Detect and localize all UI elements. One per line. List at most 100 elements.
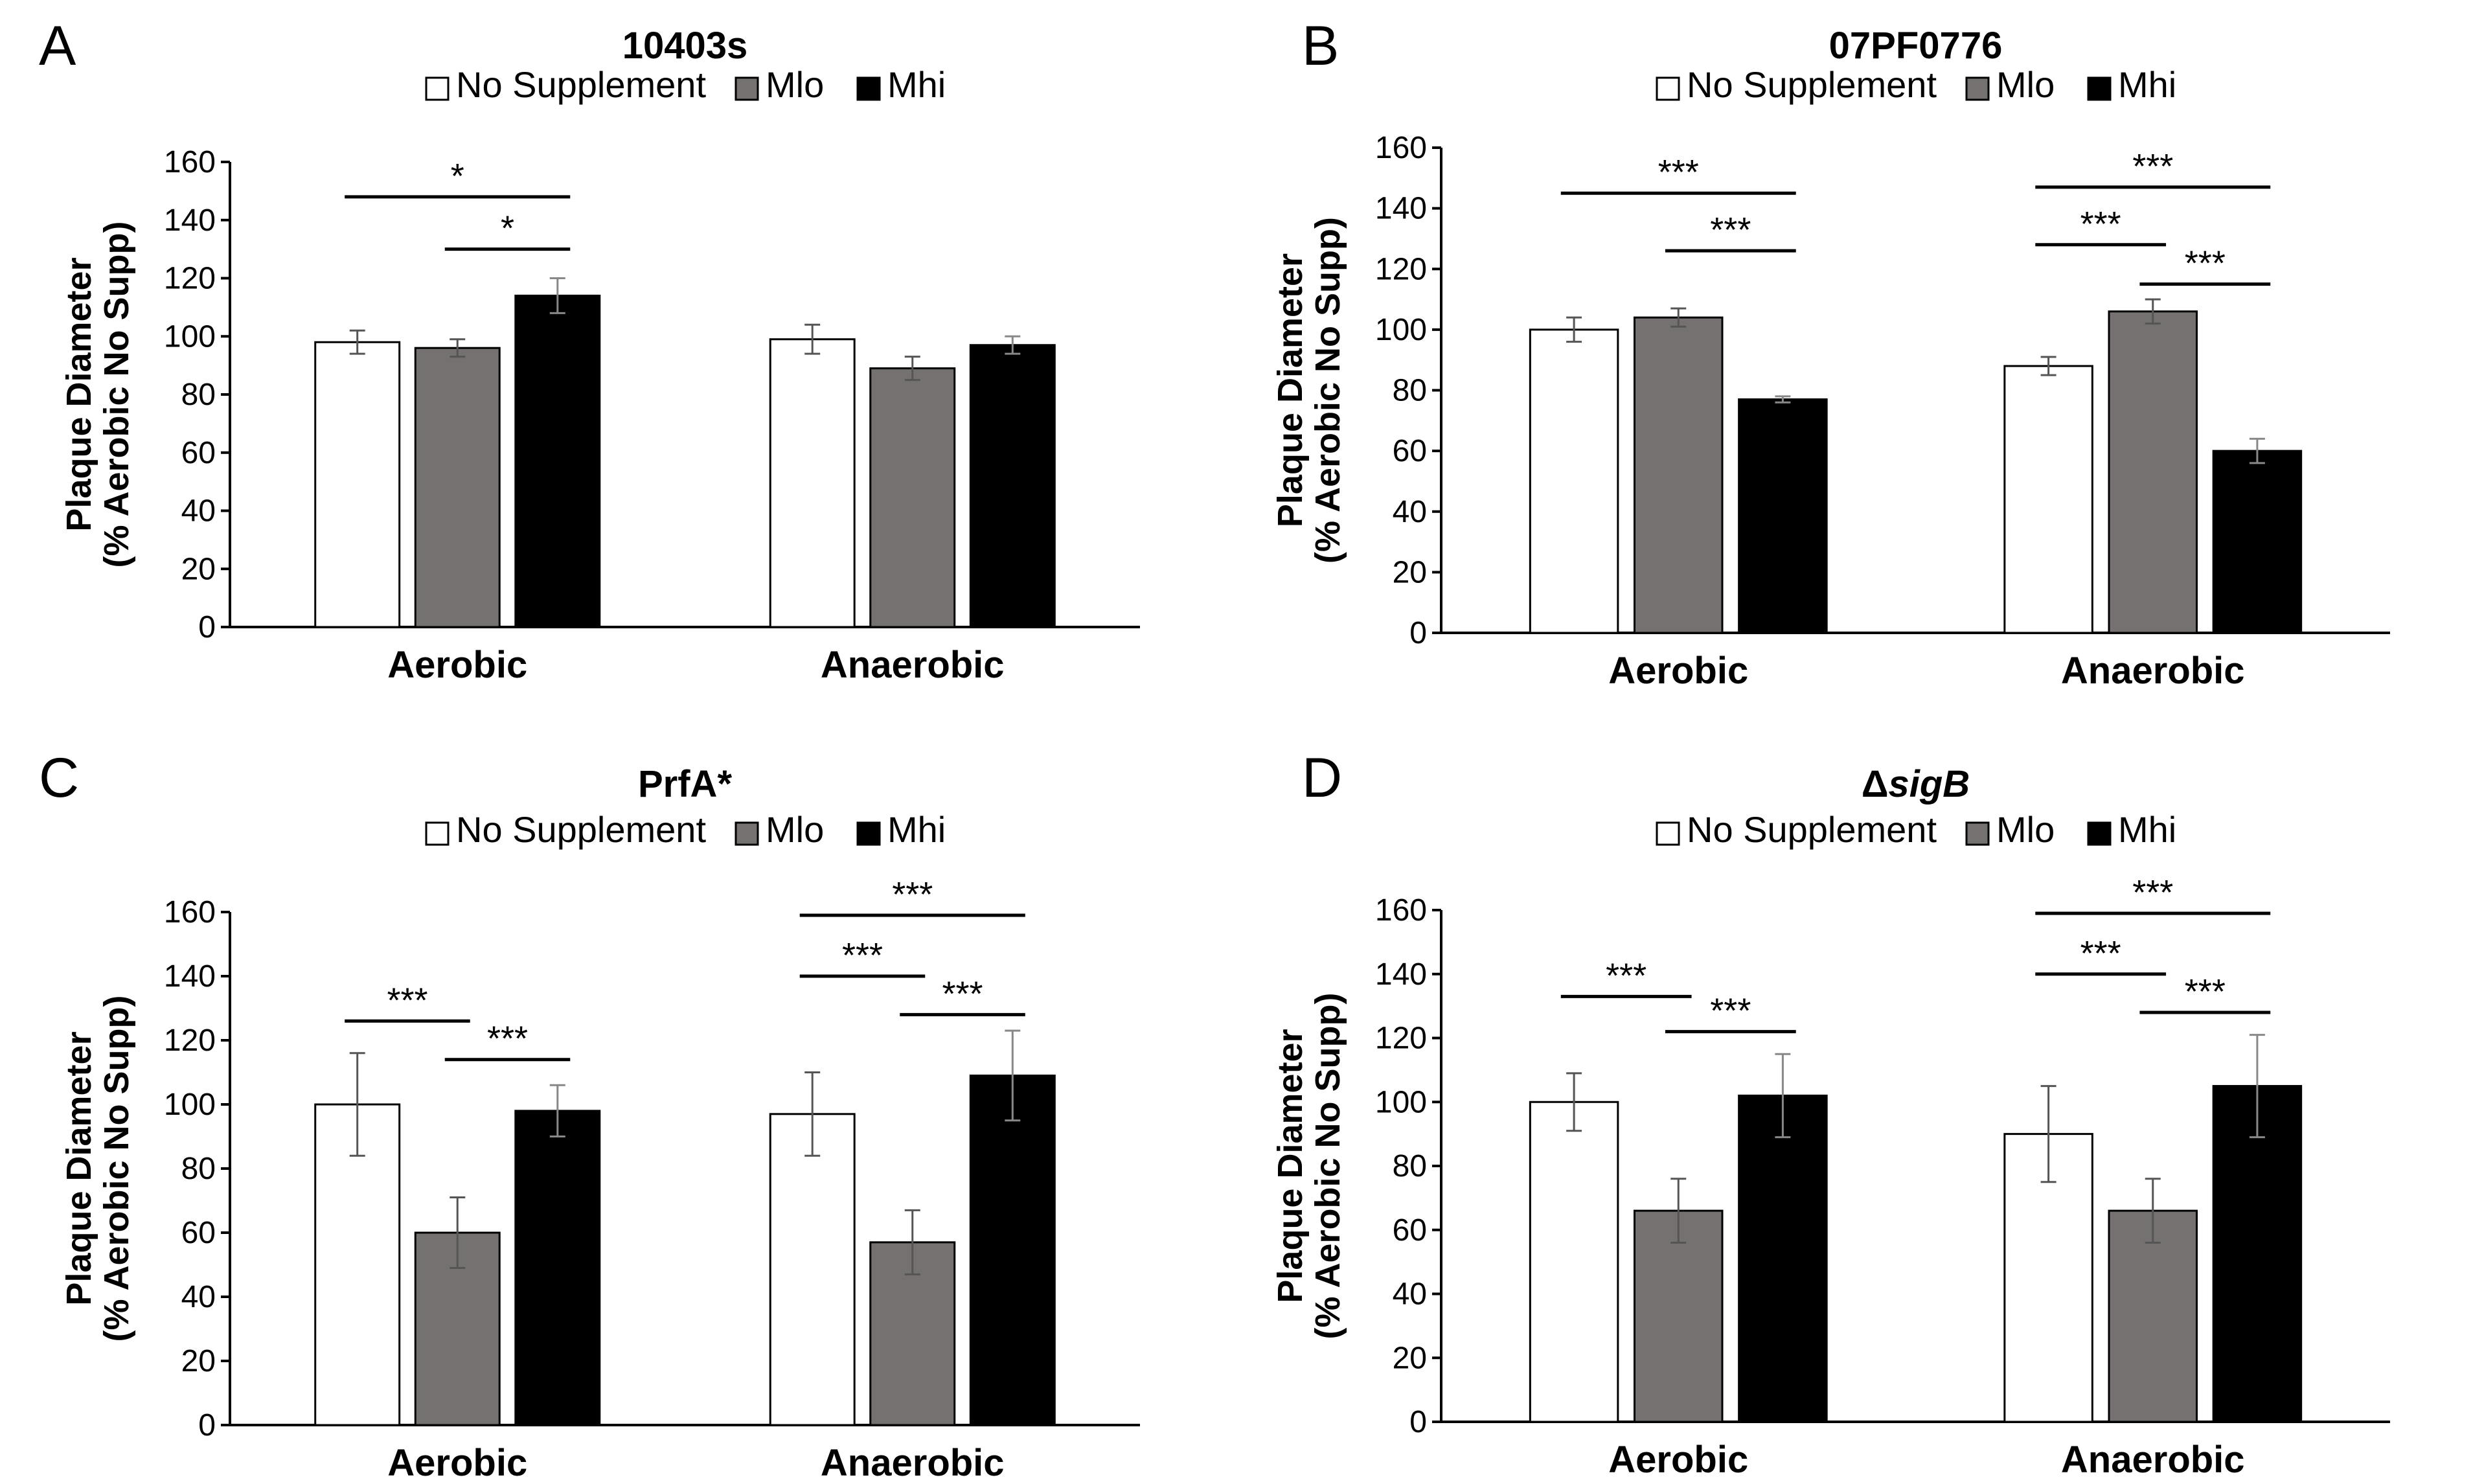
legend-label-no-supplement: No Supplement (456, 809, 706, 850)
bar-no-supplement (314, 1103, 401, 1426)
bar-mlo (2108, 310, 2198, 634)
y-tick-label: 120 (164, 262, 216, 296)
bar-mhi (2212, 450, 2303, 634)
significance-label: *** (2132, 873, 2173, 912)
bar-no-supplement (769, 338, 856, 628)
panel-letter: D (1302, 747, 1342, 809)
legend-swatch-mhi (2087, 76, 2112, 101)
significance-label: *** (1606, 956, 1647, 995)
panel-title: PrfA* (638, 763, 732, 805)
panel-letter: A (39, 15, 76, 77)
y-tick-label: 100 (164, 319, 216, 354)
significance-label: *** (892, 875, 933, 914)
y-axis-label-units: (% Aerobic No Supp) (1308, 993, 1347, 1340)
legend-swatch-no-supplement (425, 76, 450, 101)
legend-label-mhi: Mhi (887, 809, 946, 850)
significance-label: *** (2185, 244, 2226, 283)
panel-c: C PrfA*No Supplement Mlo Mhi 0 20 40 60 80 100 120… (39, 747, 1140, 1484)
title-prefix: Δ (1862, 763, 1889, 805)
legend-label-mhi: Mhi (2118, 64, 2176, 105)
legend-swatch-no-supplement (1656, 76, 1680, 101)
significance-label: *** (1710, 211, 1751, 249)
legend: No Supplement Mlo Mhi (1656, 64, 2176, 105)
bar-mhi (969, 344, 1056, 628)
x-category-label: Aerobic (1608, 650, 1748, 692)
y-tick-label: 160 (1375, 131, 1427, 165)
legend: No Supplement Mlo Mhi (425, 64, 946, 105)
x-category-label: Aerobic (387, 644, 527, 686)
bar-no-supplement (1529, 328, 1619, 634)
y-tick-label: 160 (164, 145, 216, 179)
significance-label: *** (2132, 147, 2173, 186)
y-tick-label: 80 (181, 1152, 216, 1186)
y-tick-label: 140 (1375, 192, 1427, 226)
legend-swatch-mlo (1965, 821, 1990, 846)
panel-letter: B (1302, 15, 1339, 77)
y-axis-label: Plaque Diameter (1271, 1029, 1310, 1303)
panel-title: ΔsigB (1862, 763, 1970, 805)
panel-title: 07PF0776 (1829, 25, 2003, 67)
bar-mlo (1633, 1209, 1724, 1423)
title-italic: sigB (1889, 763, 1970, 805)
significance-label: * (451, 157, 464, 196)
x-category-label: Anaerobic (2061, 1439, 2245, 1481)
y-tick-label: 20 (181, 1344, 216, 1378)
legend-swatch-no-supplement (1656, 821, 1680, 846)
y-tick-label: 0 (1409, 616, 1427, 650)
significance-label: *** (387, 981, 427, 1020)
y-tick-label: 140 (164, 959, 216, 994)
significance-label: *** (842, 936, 883, 975)
y-tick-label: 80 (181, 378, 216, 412)
legend-label-no-supplement: No Supplement (1687, 809, 1937, 850)
y-axis-label: Plaque Diameter (60, 257, 98, 531)
y-tick-label: 120 (164, 1023, 216, 1058)
bar-no-supplement (2003, 365, 2093, 634)
legend-swatch-mhi (856, 76, 881, 101)
bar-mlo (414, 347, 501, 628)
significance-label: *** (2080, 205, 2121, 244)
y-tick-label: 60 (181, 1216, 216, 1250)
bar-mhi (969, 1074, 1056, 1426)
x-category-label: Anaerobic (2061, 650, 2245, 692)
significance-label: * (501, 209, 514, 248)
bar-mhi (1738, 398, 1828, 634)
y-tick-label: 0 (198, 1408, 216, 1443)
y-axis-label: Plaque Diameter (1271, 253, 1310, 527)
legend-swatch-mlo (735, 76, 759, 101)
y-tick-label: 100 (1375, 1085, 1427, 1119)
y-tick-label: 80 (1393, 374, 1427, 408)
x-category-label: Anaerobic (821, 644, 1005, 686)
y-tick-label: 160 (1375, 893, 1427, 928)
significance-label: *** (487, 1020, 528, 1058)
y-tick-label: 0 (198, 610, 216, 645)
legend-label-mlo: Mlo (766, 64, 824, 105)
bar-mhi (514, 294, 601, 628)
panel-title: 10403s (622, 25, 748, 67)
significance-label: *** (2185, 972, 2226, 1011)
y-tick-label: 160 (164, 895, 216, 930)
y-tick-label: 140 (164, 203, 216, 238)
legend: No Supplement Mlo Mhi (425, 809, 946, 850)
y-tick-label: 140 (1375, 957, 1427, 992)
y-axis-label: Plaque Diameter (60, 1031, 98, 1305)
y-tick-label: 60 (1393, 434, 1427, 468)
legend-label-mhi: Mhi (2118, 809, 2176, 850)
bar-mhi (2212, 1085, 2303, 1423)
y-axis-label-units: (% Aerobic No Supp) (1308, 217, 1347, 564)
legend-label-mlo: Mlo (766, 809, 824, 850)
bar-mhi (514, 1110, 601, 1426)
legend-label-mlo: Mlo (1996, 809, 2055, 850)
bar-no-supplement (1529, 1101, 1619, 1423)
legend-swatch-mlo (735, 821, 759, 846)
bar-mlo (2108, 1209, 2198, 1423)
y-tick-label: 20 (181, 552, 216, 586)
y-tick-label: 0 (1409, 1405, 1427, 1439)
legend-label-no-supplement: No Supplement (1687, 64, 1937, 105)
legend-swatch-no-supplement (425, 821, 450, 846)
y-tick-label: 100 (164, 1088, 216, 1122)
y-tick-label: 40 (1393, 495, 1427, 529)
y-axis-label-units: (% Aerobic No Supp) (97, 222, 136, 568)
